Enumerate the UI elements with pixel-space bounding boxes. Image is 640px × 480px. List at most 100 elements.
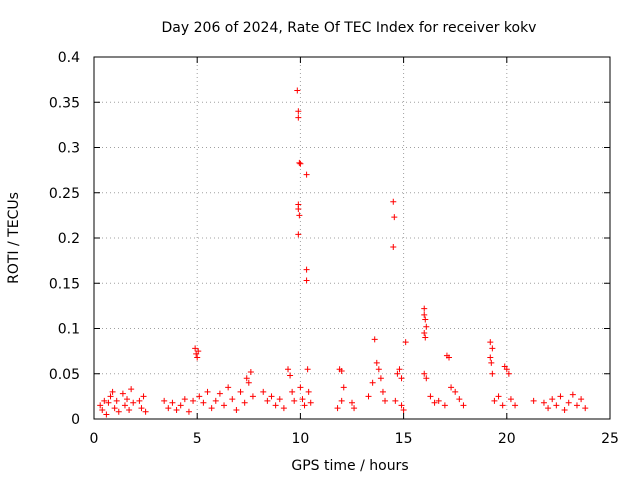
data-point	[225, 384, 232, 391]
data-point	[349, 399, 355, 406]
data-point	[512, 402, 519, 409]
data-point	[264, 397, 271, 404]
data-point	[181, 396, 188, 403]
data-point	[578, 396, 585, 403]
data-point	[303, 266, 310, 273]
data-point	[365, 393, 372, 400]
data-point	[507, 396, 514, 403]
data-point	[97, 402, 104, 409]
data-point	[421, 305, 428, 312]
data-point	[233, 406, 240, 413]
x-tick-label: 25	[601, 431, 619, 447]
y-axis-label: ROTI / TECUs	[6, 192, 22, 284]
data-point	[371, 336, 378, 343]
data-point	[289, 388, 296, 395]
data-point	[185, 408, 192, 415]
data-point	[452, 388, 459, 395]
data-point	[390, 244, 397, 251]
data-point	[382, 397, 389, 404]
data-point	[491, 397, 498, 404]
data-point	[441, 402, 448, 409]
data-point	[101, 397, 108, 404]
data-point	[431, 399, 438, 406]
data-point	[396, 366, 403, 373]
data-point	[272, 402, 279, 409]
data-point	[427, 393, 434, 400]
data-point	[377, 375, 384, 382]
data-point	[375, 366, 382, 373]
data-point	[338, 368, 345, 375]
data-point	[245, 379, 252, 386]
data-point	[296, 159, 303, 166]
data-point	[190, 397, 197, 404]
data-point	[303, 171, 310, 178]
data-point	[107, 393, 114, 400]
data-point	[421, 370, 428, 377]
data-point	[294, 87, 301, 94]
tick-layer: 0 5 10 15 20 25 0 0.05 0.1 0.15 0.2 0.25 0.3 0.35 0.4	[49, 50, 619, 447]
data-point	[373, 359, 380, 366]
data-point	[557, 393, 564, 400]
y-tick-label: 0.15	[49, 276, 80, 292]
y-tick-label: 0.4	[58, 50, 80, 66]
data-point	[487, 339, 494, 346]
data-point	[200, 399, 207, 406]
data-point	[487, 354, 494, 361]
data-point	[334, 405, 341, 412]
data-point	[115, 408, 122, 415]
data-point	[565, 399, 572, 406]
data-point	[448, 384, 455, 391]
data-point	[119, 390, 126, 397]
data-point	[489, 345, 496, 352]
data-point	[549, 396, 556, 403]
data-point	[392, 397, 399, 404]
data-point	[307, 399, 314, 406]
data-point	[545, 405, 552, 412]
data-point	[297, 160, 304, 167]
x-tick-label: 20	[498, 431, 516, 447]
data-points	[97, 87, 589, 418]
y-tick-label: 0	[71, 412, 80, 428]
x-tick-label: 0	[90, 431, 99, 447]
data-point	[221, 402, 228, 409]
data-point	[488, 359, 495, 366]
data-point	[295, 108, 302, 115]
data-point	[173, 406, 180, 413]
data-point	[177, 402, 184, 409]
data-point	[569, 391, 576, 398]
data-point	[124, 396, 131, 403]
data-point	[295, 231, 302, 238]
data-point	[138, 405, 145, 412]
data-point	[287, 372, 294, 379]
data-point	[456, 396, 463, 403]
data-point	[195, 348, 202, 355]
data-point	[291, 397, 298, 404]
data-point	[169, 399, 176, 406]
data-point	[394, 370, 401, 377]
data-point	[165, 405, 172, 412]
data-point	[208, 405, 215, 412]
data-point	[109, 388, 116, 395]
y-tick-label: 0.25	[49, 186, 80, 202]
data-point	[400, 406, 407, 413]
data-point	[103, 411, 110, 418]
x-tick-label: 10	[291, 431, 309, 447]
data-point	[111, 405, 118, 412]
data-point	[194, 354, 201, 361]
data-point	[130, 399, 137, 406]
data-point	[126, 406, 133, 413]
data-point	[435, 397, 442, 404]
data-point	[446, 354, 453, 361]
data-point	[301, 402, 308, 409]
data-point	[422, 316, 429, 323]
plot-frame	[93, 56, 611, 420]
x-tick-label: 15	[395, 431, 413, 447]
data-point	[398, 375, 405, 382]
data-point	[495, 393, 502, 400]
data-point	[540, 399, 547, 406]
y-tick-label: 0.35	[49, 95, 80, 111]
data-point	[305, 388, 312, 395]
data-point	[573, 402, 580, 409]
data-point	[422, 334, 429, 341]
